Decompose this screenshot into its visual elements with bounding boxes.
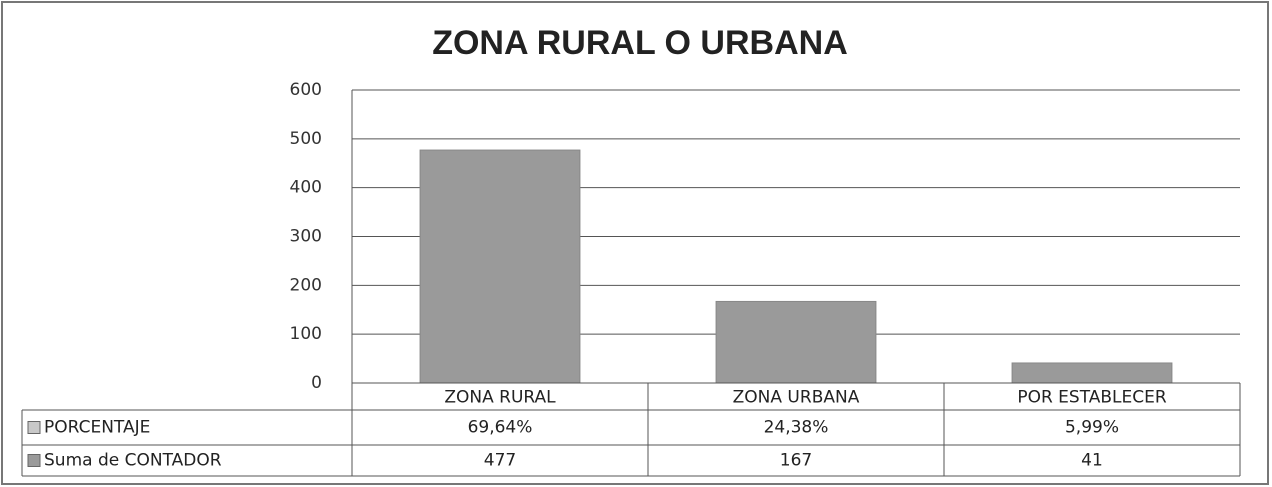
legend-label: Suma de CONTADOR xyxy=(44,451,222,471)
y-tick-label: 0 xyxy=(311,373,322,393)
x-tick-label: ZONA RURAL xyxy=(444,388,556,408)
table-cell: 41 xyxy=(1081,451,1103,471)
bar xyxy=(419,149,581,384)
x-tick-label: POR ESTABLECER xyxy=(1017,388,1167,408)
table-cell: 24,38% xyxy=(764,418,829,438)
chart-title: ZONA RURAL O URBANA xyxy=(432,24,848,62)
table-cell: 167 xyxy=(780,451,812,471)
legend-key xyxy=(27,454,41,467)
x-tick-label: ZONA URBANA xyxy=(733,388,860,408)
y-tick-label: 500 xyxy=(290,129,322,149)
bar xyxy=(1011,362,1173,384)
bar xyxy=(715,300,877,384)
table-cell: 477 xyxy=(484,451,516,471)
legend-label: PORCENTAJE xyxy=(44,418,150,438)
legend-key xyxy=(27,421,41,434)
y-tick-label: 100 xyxy=(290,324,322,344)
y-tick-label: 200 xyxy=(290,275,322,295)
y-tick-label: 300 xyxy=(290,227,322,247)
y-tick-label: 400 xyxy=(290,178,322,198)
table-cell: 5,99% xyxy=(1065,418,1119,438)
y-tick-label: 600 xyxy=(290,80,322,100)
table-cell: 69,64% xyxy=(468,418,533,438)
